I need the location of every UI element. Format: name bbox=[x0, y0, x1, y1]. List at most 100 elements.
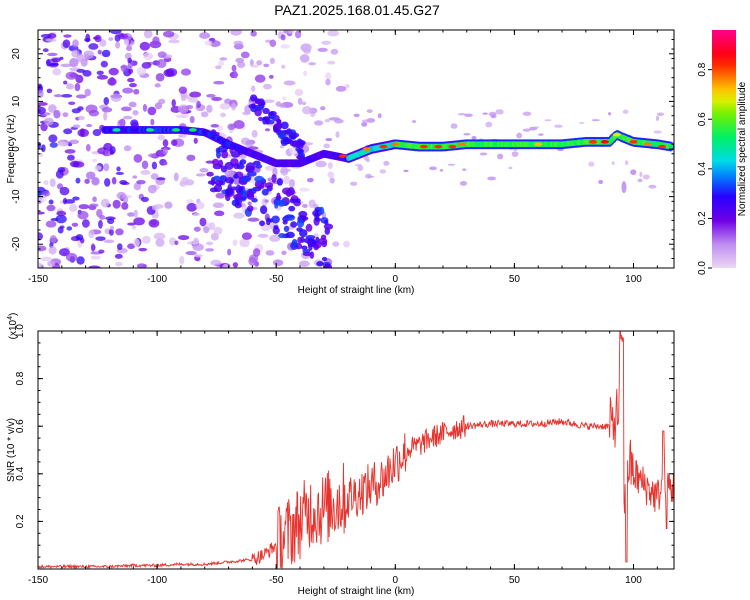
ridge-core bbox=[612, 132, 621, 137]
heatmap-cell bbox=[127, 243, 136, 250]
heatmap-cell bbox=[111, 177, 117, 185]
heatmap-cell bbox=[361, 122, 368, 127]
heatmap-cell bbox=[132, 175, 138, 179]
heatmap-cell bbox=[98, 219, 103, 229]
heatmap-cell bbox=[233, 212, 245, 219]
heatmap-cell bbox=[138, 247, 148, 252]
heatmap-cell bbox=[320, 106, 326, 111]
heatmap-cell bbox=[233, 173, 239, 179]
heatmap-cell bbox=[97, 49, 102, 55]
heatmap-cell bbox=[49, 142, 58, 148]
heatmap-cell bbox=[301, 106, 313, 115]
heatmap-cell bbox=[109, 76, 115, 86]
heatmap-cell bbox=[208, 222, 216, 231]
heatmap-cell bbox=[49, 62, 60, 66]
heatmap-cell bbox=[653, 130, 662, 134]
heatmap-cell bbox=[275, 101, 282, 107]
heatmap-cell bbox=[148, 153, 156, 158]
heatmap-cell bbox=[324, 263, 333, 268]
heatmap-cell bbox=[258, 116, 264, 122]
heatmap-cell bbox=[103, 163, 110, 172]
heatmap-cell bbox=[169, 237, 177, 246]
heatmap-cell bbox=[403, 169, 409, 173]
heatmap-cell bbox=[327, 171, 335, 179]
heatmap-cell bbox=[267, 177, 272, 182]
heatmap-cell bbox=[175, 114, 187, 118]
heatmap-cell bbox=[75, 94, 87, 99]
heatmap-cell bbox=[141, 160, 149, 170]
heatmap-cell bbox=[272, 259, 284, 267]
heatmap-cell bbox=[263, 63, 270, 68]
heatmap-cell bbox=[281, 64, 286, 69]
heatmap-cell bbox=[151, 204, 157, 211]
heatmap-cell bbox=[257, 233, 269, 238]
heatmap-cell bbox=[115, 41, 121, 49]
heatmap-cell bbox=[251, 129, 258, 138]
heatmap-cell bbox=[288, 179, 295, 188]
heatmap-cell bbox=[249, 59, 254, 67]
heatmap-cell bbox=[216, 125, 224, 132]
heatmap-cell bbox=[110, 93, 122, 102]
heatmap-cell bbox=[103, 111, 108, 121]
heatmap-cell bbox=[269, 234, 281, 242]
heatmap-cell bbox=[648, 184, 657, 189]
heatmap-cell bbox=[38, 211, 45, 215]
line-frame bbox=[37, 330, 675, 570]
ridge-core bbox=[643, 142, 652, 147]
heatmap-cell bbox=[279, 144, 285, 149]
heatmap-cell bbox=[123, 39, 130, 46]
heatmap-cell bbox=[274, 127, 279, 133]
heatmap-cell bbox=[254, 108, 262, 117]
heatmap-cell bbox=[88, 109, 100, 117]
heatmap-cell bbox=[123, 115, 133, 120]
heatmap-cell bbox=[252, 248, 261, 257]
heatmap-cell bbox=[189, 115, 195, 124]
heatmap-cell bbox=[254, 99, 264, 105]
heatmap-cell bbox=[89, 203, 99, 208]
heatmap-cell bbox=[210, 232, 219, 241]
heatmap-cell bbox=[168, 39, 180, 44]
heatmap-cell bbox=[133, 238, 140, 248]
heatmap-cell bbox=[269, 39, 277, 48]
x-tick-label: -150 bbox=[28, 274, 48, 285]
heatmap-cell bbox=[299, 54, 310, 63]
heatmap-cell bbox=[249, 94, 258, 102]
heatmap-cell bbox=[77, 210, 89, 220]
heatmap-cell bbox=[379, 169, 387, 174]
heatmap-cell bbox=[298, 260, 310, 268]
heatmap-cell bbox=[622, 109, 629, 114]
heatmap-cell bbox=[479, 152, 488, 156]
heatmap-cell bbox=[231, 64, 237, 72]
x-tick-label: -100 bbox=[147, 274, 167, 285]
heatmap-cell bbox=[306, 178, 314, 183]
heatmap-cell bbox=[544, 119, 552, 122]
heatmap-cell bbox=[327, 60, 336, 65]
heatmap-cell bbox=[283, 30, 289, 34]
heatmap-cell bbox=[224, 161, 234, 170]
heatmap-cell bbox=[229, 178, 234, 185]
heatmap-cell bbox=[315, 236, 320, 244]
ridge-core bbox=[658, 144, 667, 149]
heatmap-cell bbox=[247, 205, 254, 212]
heatmap-cell bbox=[46, 59, 51, 67]
heatmap-cell bbox=[128, 68, 134, 74]
y-tick-label: 1.0 bbox=[15, 324, 26, 338]
heatmap-cell bbox=[211, 96, 223, 101]
heatmap-cell bbox=[65, 252, 78, 262]
heatmap-cell bbox=[254, 74, 266, 83]
heatmap-cell bbox=[64, 149, 76, 154]
heatmap-cell bbox=[276, 178, 283, 186]
heatmap-cell bbox=[92, 196, 97, 203]
heatmap-cell bbox=[85, 144, 91, 152]
heatmap-cell bbox=[108, 67, 119, 76]
heatmap-cell bbox=[485, 121, 493, 128]
heatmap-cell bbox=[115, 261, 123, 267]
heatmap-cell bbox=[100, 198, 110, 208]
heatmap-cell bbox=[117, 32, 125, 40]
heatmap-cell bbox=[206, 171, 214, 177]
heatmap-cell bbox=[199, 217, 207, 227]
heatmap-cell bbox=[66, 154, 75, 161]
heatmap-cell bbox=[157, 134, 165, 141]
heatmap-cell bbox=[488, 111, 497, 117]
heatmap-cell bbox=[196, 100, 201, 109]
